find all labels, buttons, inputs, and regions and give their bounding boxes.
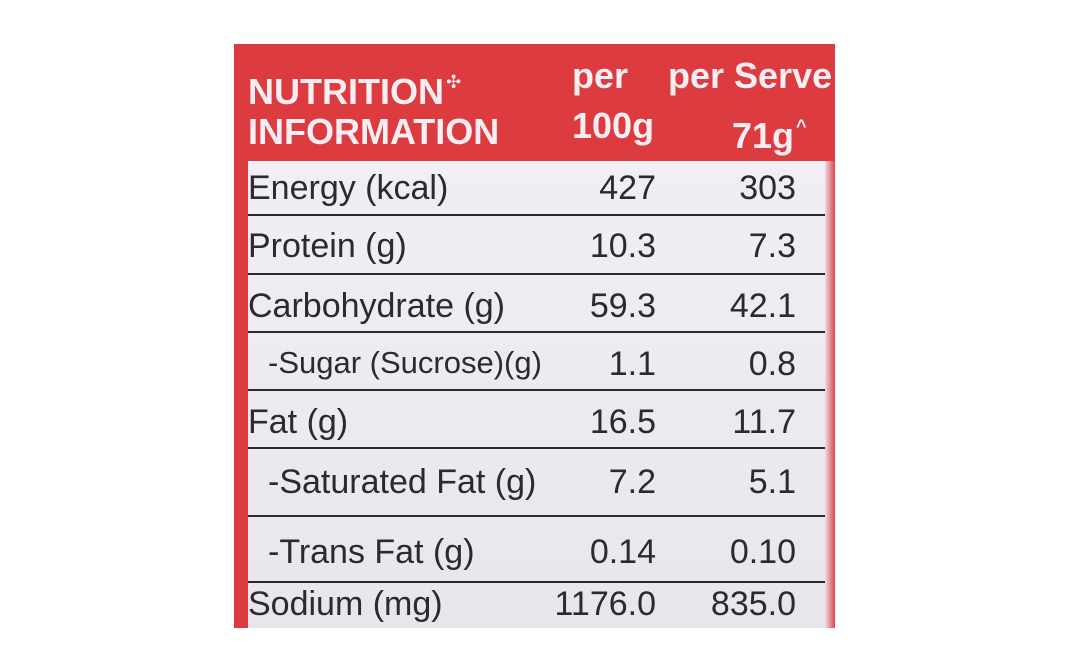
row-per-serve: 7.3 [748, 227, 796, 265]
col1-header-line2: 100g [572, 105, 655, 146]
row-per-serve: 303 [739, 169, 796, 207]
table-row: -Sugar (Sucrose)(g) 1.1 0.8 [248, 333, 825, 391]
left-red-edge [234, 161, 248, 628]
header-title-line1: NUTRITION ✣ [248, 71, 462, 112]
row-per-100g: 7.2 [608, 463, 656, 501]
row-name: -Trans Fat (g) [268, 533, 475, 571]
row-name: Protein (g) [248, 227, 407, 265]
row-name: Fat (g) [248, 403, 349, 441]
row-per-serve: 42.1 [729, 287, 796, 325]
table-row: Carbohydrate (g) 59.3 42.1 [248, 275, 825, 333]
table-row: Energy (kcal) 427 303 [248, 161, 825, 216]
title-mark: ✣ [445, 72, 462, 92]
col2-header-line2: 71g ^ [732, 115, 807, 156]
header-band: NUTRITION ✣ INFORMATION per 100g per Serv… [234, 44, 835, 161]
serve-mark: ^ [796, 116, 807, 136]
row-name: Energy (kcal) [248, 169, 449, 207]
col1-header-line1: per [572, 55, 629, 96]
table-row: -Saturated Fat (g) 7.2 5.1 [248, 449, 825, 517]
table-row: -Trans Fat (g) 0.14 0.10 [248, 517, 825, 583]
right-red-edge [825, 161, 835, 628]
nutrition-table: Energy (kcal) 427 303 Protein (g) 10.3 7… [248, 161, 825, 628]
row-per-100g: 0.14 [589, 533, 656, 571]
row-name: Carbohydrate (g) [248, 287, 506, 325]
row-per-100g: 59.3 [589, 287, 656, 325]
header-title-line2: INFORMATION [248, 111, 500, 152]
row-name: -Sugar (Sucrose)(g) [268, 345, 542, 380]
row-per-serve: 11.7 [732, 403, 796, 441]
row-per-100g: 427 [599, 169, 656, 207]
nutrition-label: NUTRITION ✣ INFORMATION per 100g per Serv… [234, 44, 835, 628]
row-per-100g: 16.5 [589, 403, 656, 441]
row-per-serve: 835.0 [710, 585, 796, 623]
row-name: Sodium (mg) [248, 585, 443, 623]
row-per-100g: 1176.0 [554, 585, 656, 623]
row-per-serve: 5.1 [748, 463, 796, 501]
table-row: Fat (g) 16.5 11.7 [248, 391, 825, 449]
table-row: Protein (g) 10.3 7.3 [248, 216, 825, 275]
row-per-100g: 10.3 [589, 227, 656, 265]
col2-header-line1: per Serve [668, 55, 833, 96]
table-row: Sodium (mg) 1176.0 835.0 [248, 583, 825, 628]
row-per-serve: 0.8 [748, 345, 796, 383]
row-name: -Saturated Fat (g) [268, 463, 537, 501]
row-per-100g: 1.1 [608, 345, 656, 383]
row-per-serve: 0.10 [729, 533, 796, 571]
